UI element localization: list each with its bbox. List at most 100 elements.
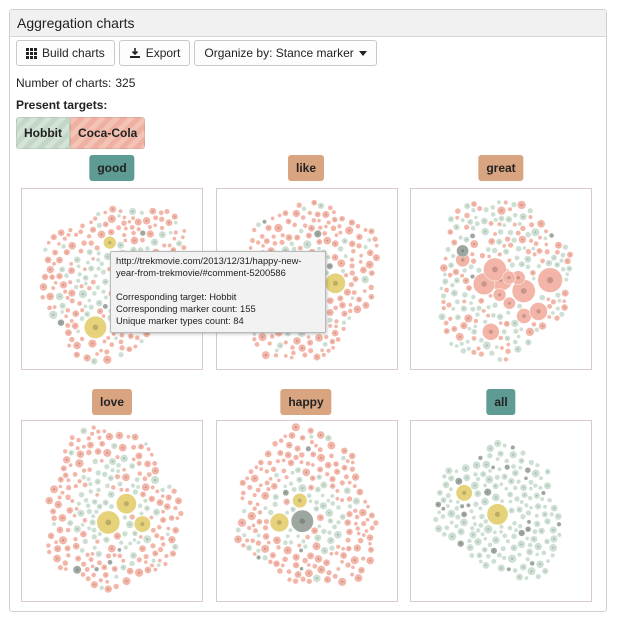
- bubble-happy-200[interactable]: [350, 565, 356, 570]
- bubble-happy-165[interactable]: [340, 546, 346, 552]
- bubble-love-246[interactable]: [101, 471, 108, 478]
- bubble-happy-16[interactable]: [241, 532, 247, 538]
- bubble-great-207[interactable]: [518, 326, 524, 332]
- bubble-happy-123[interactable]: [252, 492, 258, 498]
- bubble-good-222[interactable]: [107, 228, 115, 236]
- bubble-love-142[interactable]: [169, 550, 177, 558]
- bubble-like-171[interactable]: [278, 239, 286, 246]
- bubble-love-92[interactable]: [95, 550, 103, 558]
- bubble-great-11[interactable]: [537, 267, 563, 293]
- bubble-good-92[interactable]: [73, 256, 82, 264]
- bubble-all-102[interactable]: [472, 500, 480, 508]
- bubble-happy-108[interactable]: [360, 556, 366, 562]
- bubble-all-127[interactable]: [519, 449, 527, 457]
- bubble-happy-178[interactable]: [316, 430, 325, 440]
- bubble-good-40[interactable]: [158, 216, 165, 223]
- bubble-love-243[interactable]: [62, 448, 68, 455]
- bubble-all-112[interactable]: [444, 466, 453, 475]
- bubble-good-104[interactable]: [63, 248, 71, 256]
- bubble-like-225[interactable]: [350, 295, 355, 301]
- bubble-all-9[interactable]: [507, 554, 517, 564]
- bubble-good-214[interactable]: [64, 322, 71, 329]
- bubble-good-72[interactable]: [58, 302, 67, 310]
- bubble-happy-170[interactable]: [316, 513, 325, 522]
- bubble-all-84[interactable]: [472, 471, 479, 478]
- bubble-love-140[interactable]: [152, 567, 158, 573]
- bubble-love-14[interactable]: [84, 552, 91, 558]
- bubble-good-5[interactable]: [150, 237, 159, 247]
- bubble-love-196[interactable]: [80, 561, 87, 568]
- bubble-all-133[interactable]: [462, 473, 471, 482]
- chart-label-great[interactable]: great: [478, 155, 524, 181]
- bubble-all-188[interactable]: [535, 573, 542, 580]
- bubble-good-198[interactable]: [79, 315, 85, 322]
- bubble-happy-210[interactable]: [251, 523, 256, 528]
- bubble-all-13[interactable]: [500, 473, 509, 481]
- bubble-like-181[interactable]: [313, 229, 322, 239]
- bubble-happy-128[interactable]: [288, 431, 296, 440]
- bubble-good-93[interactable]: [82, 274, 90, 282]
- bubble-happy-159[interactable]: [365, 517, 370, 523]
- bubble-great-144[interactable]: [550, 310, 556, 316]
- bubble-like-170[interactable]: [255, 221, 262, 228]
- bubble-love-244[interactable]: [88, 556, 95, 563]
- bubble-all-108[interactable]: [487, 468, 493, 474]
- bubble-like-205[interactable]: [326, 317, 334, 324]
- bubble-good-84[interactable]: [146, 229, 155, 239]
- bubble-like-118[interactable]: [329, 338, 336, 345]
- bubble-all-28[interactable]: [506, 491, 514, 498]
- bubble-love-122[interactable]: [130, 482, 136, 489]
- bubble-happy-39[interactable]: [311, 563, 318, 570]
- bubble-happy-101[interactable]: [315, 473, 323, 481]
- bubble-great-46[interactable]: [444, 246, 452, 253]
- bubble-all-167[interactable]: [445, 492, 452, 499]
- bubble-good-202[interactable]: [180, 244, 187, 251]
- bubble-good-65[interactable]: [130, 230, 137, 236]
- bubble-all-180[interactable]: [508, 499, 513, 504]
- bubble-happy-61[interactable]: [326, 440, 336, 450]
- bubble-good-237[interactable]: [51, 261, 57, 267]
- bubble-love-90[interactable]: [56, 494, 63, 501]
- bubble-great-60[interactable]: [513, 345, 522, 354]
- chart-label-happy[interactable]: happy: [280, 389, 332, 415]
- bubble-happy-70[interactable]: [264, 450, 273, 458]
- bubble-love-1[interactable]: [133, 515, 151, 533]
- bubble-all-87[interactable]: [538, 475, 544, 481]
- bubble-happy-174[interactable]: [334, 550, 340, 556]
- bubble-love-179[interactable]: [118, 539, 124, 546]
- bubble-like-35[interactable]: [326, 296, 335, 305]
- bubble-love-63[interactable]: [86, 508, 93, 515]
- bubble-love-48[interactable]: [86, 466, 93, 473]
- bubble-good-28[interactable]: [67, 266, 76, 275]
- bubble-good-122[interactable]: [87, 239, 95, 247]
- bubble-like-33[interactable]: [282, 209, 289, 217]
- bubble-good-174[interactable]: [108, 205, 117, 214]
- bubble-love-78[interactable]: [85, 449, 93, 456]
- bubble-like-92[interactable]: [317, 224, 324, 231]
- bubble-all-27[interactable]: [528, 459, 535, 466]
- bubble-all-55[interactable]: [491, 535, 501, 545]
- bubble-all-22[interactable]: [497, 564, 506, 573]
- bubble-all-62[interactable]: [535, 560, 545, 569]
- bubble-happy-194[interactable]: [263, 518, 270, 525]
- bubble-love-128[interactable]: [177, 510, 184, 517]
- bubble-good-196[interactable]: [64, 307, 71, 314]
- bubble-happy-225[interactable]: [329, 551, 334, 557]
- bubble-good-167[interactable]: [85, 260, 91, 266]
- bubble-happy-241[interactable]: [299, 576, 307, 583]
- bubble-great-40[interactable]: [546, 297, 551, 302]
- bubble-happy-140[interactable]: [362, 499, 368, 505]
- bubble-happy-62[interactable]: [260, 544, 270, 554]
- bubble-love-111[interactable]: [149, 562, 155, 568]
- bubble-all-104[interactable]: [501, 532, 508, 539]
- bubble-happy-205[interactable]: [347, 503, 353, 510]
- bubble-all-152[interactable]: [499, 498, 505, 504]
- bubble-good-136[interactable]: [181, 228, 187, 234]
- bubble-happy-124[interactable]: [276, 567, 284, 575]
- bubble-great-185[interactable]: [527, 207, 534, 214]
- bubble-good-30[interactable]: [86, 233, 92, 239]
- bubble-all-173[interactable]: [481, 546, 488, 553]
- bubble-happy-81[interactable]: [288, 539, 294, 546]
- bubble-all-125[interactable]: [434, 501, 442, 508]
- bubble-happy-57[interactable]: [349, 572, 355, 578]
